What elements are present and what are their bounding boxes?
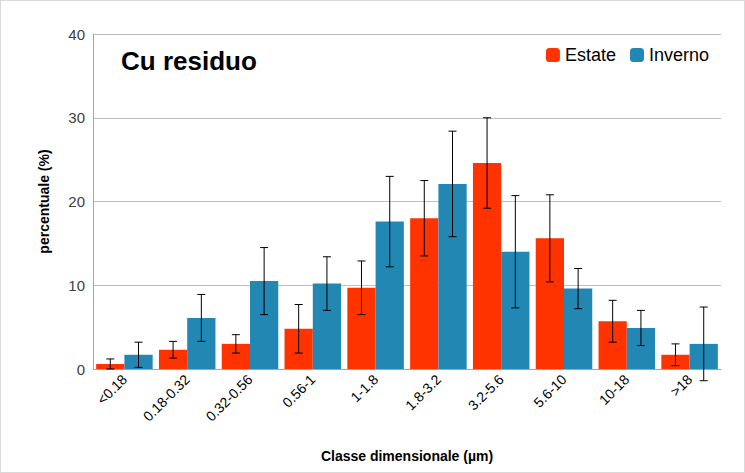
svg-text:10-18: 10-18 [596, 371, 633, 408]
svg-text:40: 40 [68, 26, 85, 43]
svg-text:percentuale (%): percentuale (%) [36, 149, 52, 253]
svg-text:0.32-0.56: 0.32-0.56 [203, 371, 256, 424]
svg-text:Inverno: Inverno [649, 45, 709, 65]
svg-text:0.56-1: 0.56-1 [279, 371, 319, 411]
svg-text:5.6-10: 5.6-10 [530, 371, 570, 411]
svg-text:1.8-3.2: 1.8-3.2 [402, 371, 444, 413]
svg-text:Cu residuo: Cu residuo [121, 46, 257, 76]
svg-text:Estate: Estate [565, 45, 616, 65]
svg-text:20: 20 [68, 193, 85, 210]
svg-text:0: 0 [77, 361, 85, 378]
svg-text:<0.18: <0.18 [94, 371, 130, 407]
svg-text:3.2-5.6: 3.2-5.6 [465, 371, 507, 413]
svg-text:30: 30 [68, 109, 85, 126]
svg-text:>18: >18 [667, 371, 695, 399]
svg-text:0.18-0.32: 0.18-0.32 [140, 371, 193, 424]
svg-text:10: 10 [68, 277, 85, 294]
svg-text:Classe dimensionale (µm): Classe dimensionale (µm) [321, 448, 493, 464]
svg-text:1-1.8: 1-1.8 [347, 371, 381, 405]
